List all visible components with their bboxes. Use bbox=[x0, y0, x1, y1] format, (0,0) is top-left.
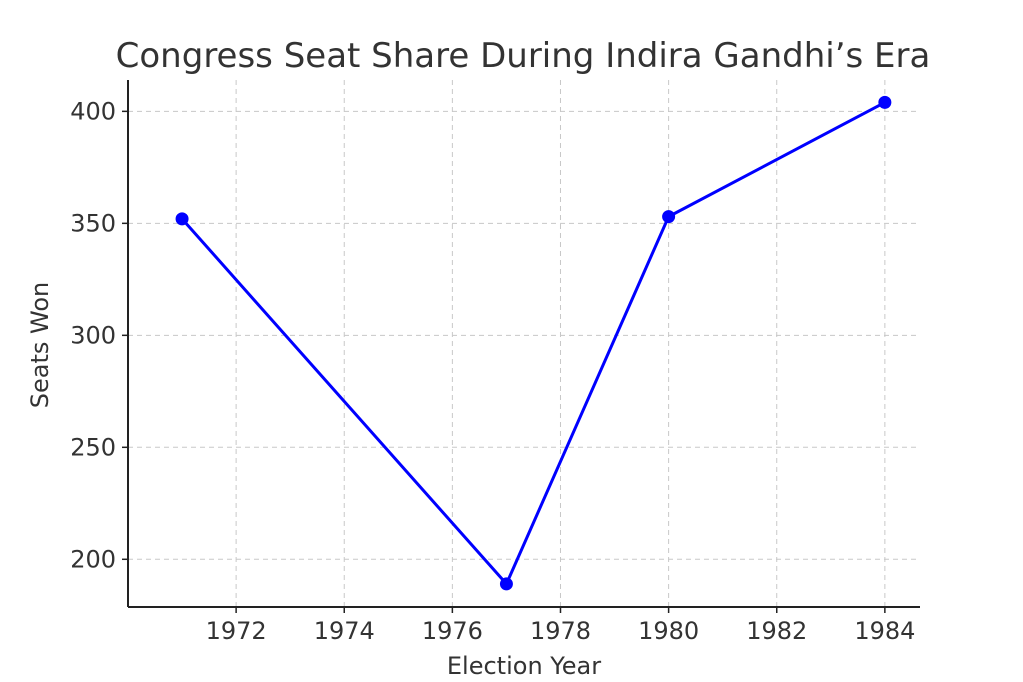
chart-title: Congress Seat Share During Indira Gandhi… bbox=[116, 36, 931, 76]
data-point bbox=[175, 212, 189, 226]
x-tick-label: 1974 bbox=[314, 617, 375, 645]
x-tick-label: 1982 bbox=[746, 617, 807, 645]
y-tick-label: 300 bbox=[70, 321, 116, 349]
x-tick-label: 1980 bbox=[638, 617, 699, 645]
x-ticks: 1972 1974 1976 1978 1980 1982 1984 bbox=[206, 607, 915, 645]
data-point bbox=[878, 95, 892, 109]
y-tick-label: 250 bbox=[70, 433, 116, 461]
x-axis-label: Election Year bbox=[447, 652, 601, 680]
data-point bbox=[662, 210, 676, 224]
y-tick-label: 200 bbox=[70, 545, 116, 573]
x-tick-label: 1972 bbox=[206, 617, 267, 645]
grid bbox=[128, 80, 920, 607]
axes bbox=[127, 80, 920, 608]
data-point bbox=[499, 577, 513, 591]
y-ticks: 200 250 300 350 400 bbox=[70, 97, 128, 573]
series bbox=[175, 95, 892, 591]
x-tick-label: 1978 bbox=[530, 617, 591, 645]
y-axis-label: Seats Won bbox=[26, 282, 54, 408]
x-tick-label: 1976 bbox=[422, 617, 483, 645]
series-line bbox=[180, 101, 886, 586]
y-tick-label: 350 bbox=[70, 209, 116, 237]
x-tick-label: 1984 bbox=[854, 617, 915, 645]
y-tick-label: 400 bbox=[70, 97, 116, 125]
